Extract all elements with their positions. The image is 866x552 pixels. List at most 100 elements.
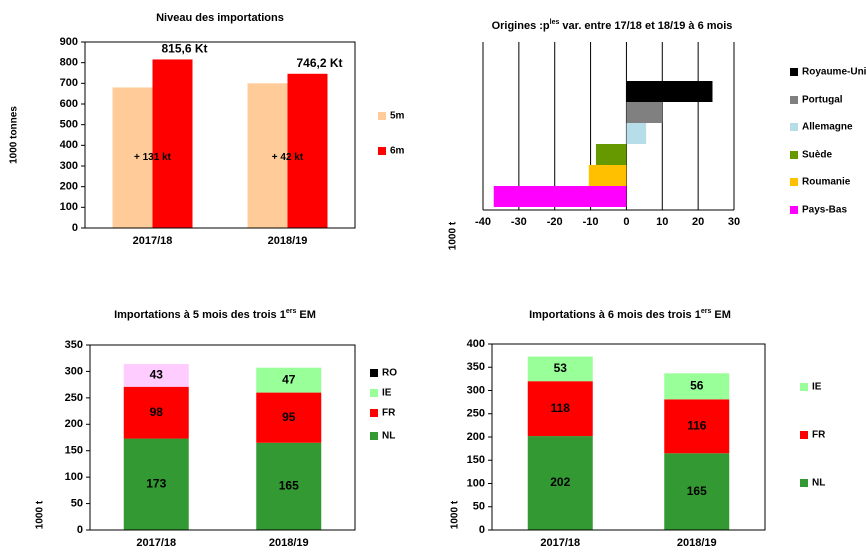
y-tick-label: 250 <box>65 392 83 404</box>
y-axis-label: 1000 t <box>35 500 46 529</box>
bar <box>152 59 193 229</box>
bar-segment <box>664 373 730 400</box>
title-superscript: ers <box>701 308 712 315</box>
legend-swatch <box>370 432 378 440</box>
title-part: var. entre 17/18 et 18/19 à 6 mois <box>559 20 732 32</box>
value-label: 746,2 Kt <box>296 56 342 70</box>
x-tick-label: 2017/18 <box>133 235 173 247</box>
plot-frame <box>491 343 766 531</box>
legend-swatch <box>790 68 798 76</box>
y-tick-label: 200 <box>65 418 83 430</box>
legend-label: Portugal <box>802 95 843 106</box>
value-label: 47 <box>282 372 296 386</box>
bar-segment <box>256 442 322 530</box>
y-tick-label: 300 <box>60 160 78 172</box>
title-superscript: ers <box>286 308 297 315</box>
bar <box>112 87 153 228</box>
legend-label: FR <box>382 408 396 419</box>
bar-segment <box>527 356 593 382</box>
y-tick-label: 400 <box>467 338 485 350</box>
bar <box>626 81 713 102</box>
value-label: 43 <box>150 368 164 382</box>
bar-segment <box>527 381 593 437</box>
chart-title: Importations à 5 mois des trois 1ers EM <box>114 308 316 321</box>
legend-swatch <box>790 206 798 214</box>
y-tick-label: 300 <box>65 365 83 377</box>
y-tick-label: 150 <box>65 445 83 457</box>
bar-segment <box>527 436 593 530</box>
x-tick-label: 2017/18 <box>540 537 580 549</box>
x-tick-label: 2018/19 <box>269 537 309 549</box>
y-tick-label: 0 <box>72 222 78 234</box>
value-label: 56 <box>690 378 704 392</box>
legend-label: FR <box>812 430 826 441</box>
legend-label: 6m <box>390 146 405 157</box>
x-tick-label: 20 <box>692 216 704 228</box>
plot-frame <box>89 344 356 531</box>
bar <box>247 83 288 228</box>
y-tick-label: 700 <box>60 77 78 89</box>
value-label: 98 <box>150 405 164 419</box>
bar-segment <box>256 367 322 393</box>
title-part: EM <box>296 309 316 321</box>
y-tick-label: 350 <box>65 339 83 351</box>
title-part: Origines :p <box>492 20 550 32</box>
y-axis-label: 1000 t <box>448 221 459 250</box>
value-label: 165 <box>279 479 299 493</box>
bar <box>626 102 663 123</box>
bar <box>588 165 627 186</box>
legend-label: Royaume-Uni <box>802 67 866 78</box>
title-part: EM <box>711 309 731 321</box>
chart-title: Niveau des importations <box>156 12 284 24</box>
legend-label: NL <box>382 431 395 442</box>
title-part: Importations à 5 mois des trois 1 <box>114 309 286 321</box>
value-label: 53 <box>554 361 568 375</box>
x-tick-label: 2017/18 <box>136 537 176 549</box>
y-tick-label: 50 <box>71 497 83 509</box>
bar-segment <box>664 453 730 530</box>
legend-swatch <box>800 383 808 391</box>
legend-swatch <box>378 147 386 155</box>
bar-segment <box>664 399 730 454</box>
legend-label: 5m <box>390 111 405 122</box>
x-tick-label: -20 <box>547 216 563 228</box>
legend-swatch <box>800 431 808 439</box>
y-tick-label: 150 <box>467 454 485 466</box>
x-tick-label: -30 <box>511 216 527 228</box>
legend-swatch <box>790 151 798 159</box>
bar-segment <box>256 392 322 443</box>
chart-title: Importations à 6 mois des trois 1ers EM <box>529 308 731 321</box>
chart-title: Origines :ples var. entre 17/18 et 18/19… <box>492 19 733 32</box>
legend-swatch <box>378 112 386 120</box>
plot-frame <box>84 41 356 229</box>
legend-swatch <box>370 409 378 417</box>
title-superscript: les <box>550 19 560 26</box>
y-tick-label: 250 <box>467 408 485 420</box>
annotation: + 131 kt <box>134 152 172 163</box>
value-label: 815,6 Kt <box>161 42 207 56</box>
x-tick-label: -40 <box>475 216 491 228</box>
y-tick-label: 0 <box>479 524 485 536</box>
annotation: + 42 kt <box>272 152 304 163</box>
y-tick-label: 0 <box>77 524 83 536</box>
x-tick-label: 30 <box>728 216 740 228</box>
legend-swatch <box>370 389 378 397</box>
y-tick-label: 400 <box>60 139 78 151</box>
legend-swatch <box>790 123 798 131</box>
legend-label: Roumanie <box>802 177 851 188</box>
y-tick-label: 300 <box>467 384 485 396</box>
legend-label: IE <box>812 382 822 393</box>
bar-segment <box>123 438 189 530</box>
y-tick-label: 50 <box>473 501 485 513</box>
legend-swatch <box>800 479 808 487</box>
bar <box>626 123 647 144</box>
legend-label: NL <box>812 478 825 489</box>
x-tick-label: 2018/19 <box>677 537 717 549</box>
value-label: 165 <box>687 484 707 498</box>
value-label: 116 <box>687 418 707 432</box>
bar <box>493 186 627 207</box>
value-label: 95 <box>282 410 296 424</box>
bar-segment <box>123 386 189 439</box>
legend-swatch <box>790 96 798 104</box>
